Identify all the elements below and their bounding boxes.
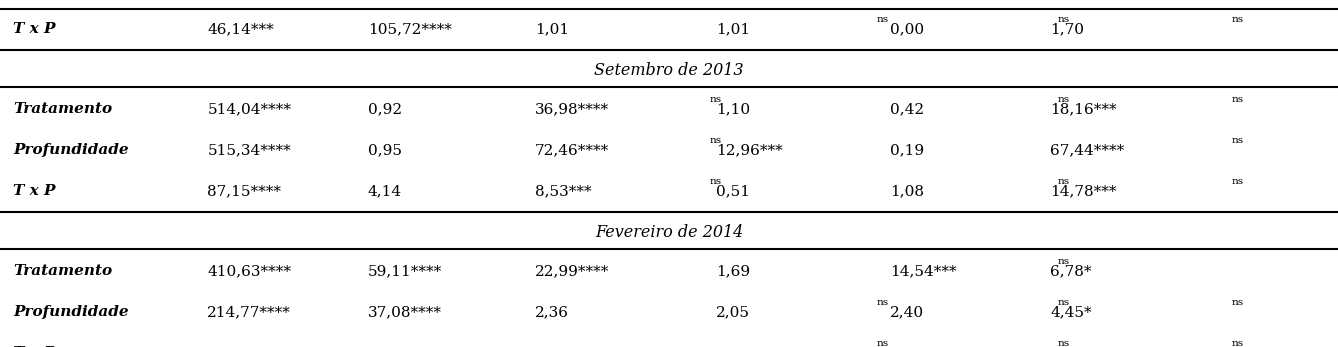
Text: Tratamento: Tratamento <box>13 264 112 278</box>
Text: ns: ns <box>1231 339 1243 347</box>
Text: 1,70: 1,70 <box>1050 22 1084 36</box>
Text: 22,99****: 22,99**** <box>535 264 610 278</box>
Text: Profundidade: Profundidade <box>13 143 128 157</box>
Text: 0,19: 0,19 <box>890 143 925 157</box>
Text: ns: ns <box>1057 339 1069 347</box>
Text: 1,01: 1,01 <box>535 22 570 36</box>
Text: 1,08: 1,08 <box>890 184 923 198</box>
Text: 0,42: 0,42 <box>890 102 925 116</box>
Text: ns: ns <box>1057 257 1069 266</box>
Text: 14,78***: 14,78*** <box>1050 184 1117 198</box>
Text: ns: ns <box>1057 95 1069 104</box>
Text: 514,04****: 514,04**** <box>207 102 292 116</box>
Text: ns: ns <box>876 298 888 307</box>
Text: ns: ns <box>1057 177 1069 186</box>
Text: ns: ns <box>1231 15 1243 24</box>
Text: 6,78*: 6,78* <box>1050 264 1092 278</box>
Text: 37,08****: 37,08**** <box>368 305 442 319</box>
Text: 2,48: 2,48 <box>890 346 923 347</box>
Text: 8,53***: 8,53*** <box>535 184 591 198</box>
Text: T x P: T x P <box>13 346 56 347</box>
Text: 0,51: 0,51 <box>716 184 749 198</box>
Text: 67,44****: 67,44**** <box>1050 143 1124 157</box>
Text: 0,92: 0,92 <box>368 102 403 116</box>
Text: Fevereiro de 2014: Fevereiro de 2014 <box>595 224 743 241</box>
Text: 0,95: 0,95 <box>368 143 401 157</box>
Text: ns: ns <box>709 95 721 104</box>
Text: 214,77****: 214,77**** <box>207 305 292 319</box>
Text: 12,96***: 12,96*** <box>716 143 783 157</box>
Text: 87,15****: 87,15**** <box>207 184 281 198</box>
Text: 4,14: 4,14 <box>368 184 403 198</box>
Text: ns: ns <box>876 339 888 347</box>
Text: T x P: T x P <box>13 184 56 198</box>
Text: 410,63****: 410,63**** <box>207 264 292 278</box>
Text: 1,69: 1,69 <box>716 264 751 278</box>
Text: 36,98****: 36,98**** <box>535 102 609 116</box>
Text: 72,46****: 72,46**** <box>535 143 609 157</box>
Text: 1,10: 1,10 <box>716 102 751 116</box>
Text: Profundidade: Profundidade <box>13 305 128 319</box>
Text: ns: ns <box>709 136 721 145</box>
Text: ns: ns <box>1057 15 1069 24</box>
Text: 2,40: 2,40 <box>890 305 925 319</box>
Text: ns: ns <box>1231 136 1243 145</box>
Text: ns: ns <box>1231 298 1243 307</box>
Text: ns: ns <box>876 15 888 24</box>
Text: 175,88****: 175,88**** <box>207 346 292 347</box>
Text: 1,01: 1,01 <box>716 22 751 36</box>
Text: 2,33: 2,33 <box>535 346 569 347</box>
Text: 18,16***: 18,16*** <box>1050 102 1117 116</box>
Text: ns: ns <box>1057 298 1069 307</box>
Text: 2,57: 2,57 <box>716 346 749 347</box>
Text: 59,11****: 59,11**** <box>368 264 442 278</box>
Text: Tratamento: Tratamento <box>13 102 112 116</box>
Text: ns: ns <box>1231 177 1243 186</box>
Text: ns: ns <box>709 177 721 186</box>
Text: 2,05: 2,05 <box>716 305 749 319</box>
Text: ns: ns <box>1231 95 1243 104</box>
Text: 2,36: 2,36 <box>535 305 569 319</box>
Text: 14,54***: 14,54*** <box>890 264 957 278</box>
Text: 4,45*: 4,45* <box>1050 305 1092 319</box>
Text: 46,14***: 46,14*** <box>207 22 274 36</box>
Text: Setembro de 2013: Setembro de 2013 <box>594 62 744 79</box>
Text: 21,12****: 21,12**** <box>368 346 443 347</box>
Text: 515,34****: 515,34**** <box>207 143 292 157</box>
Text: 16,17****: 16,17**** <box>1050 346 1124 347</box>
Text: 0,00: 0,00 <box>890 22 925 36</box>
Text: T x P: T x P <box>13 22 56 36</box>
Text: 105,72****: 105,72**** <box>368 22 452 36</box>
